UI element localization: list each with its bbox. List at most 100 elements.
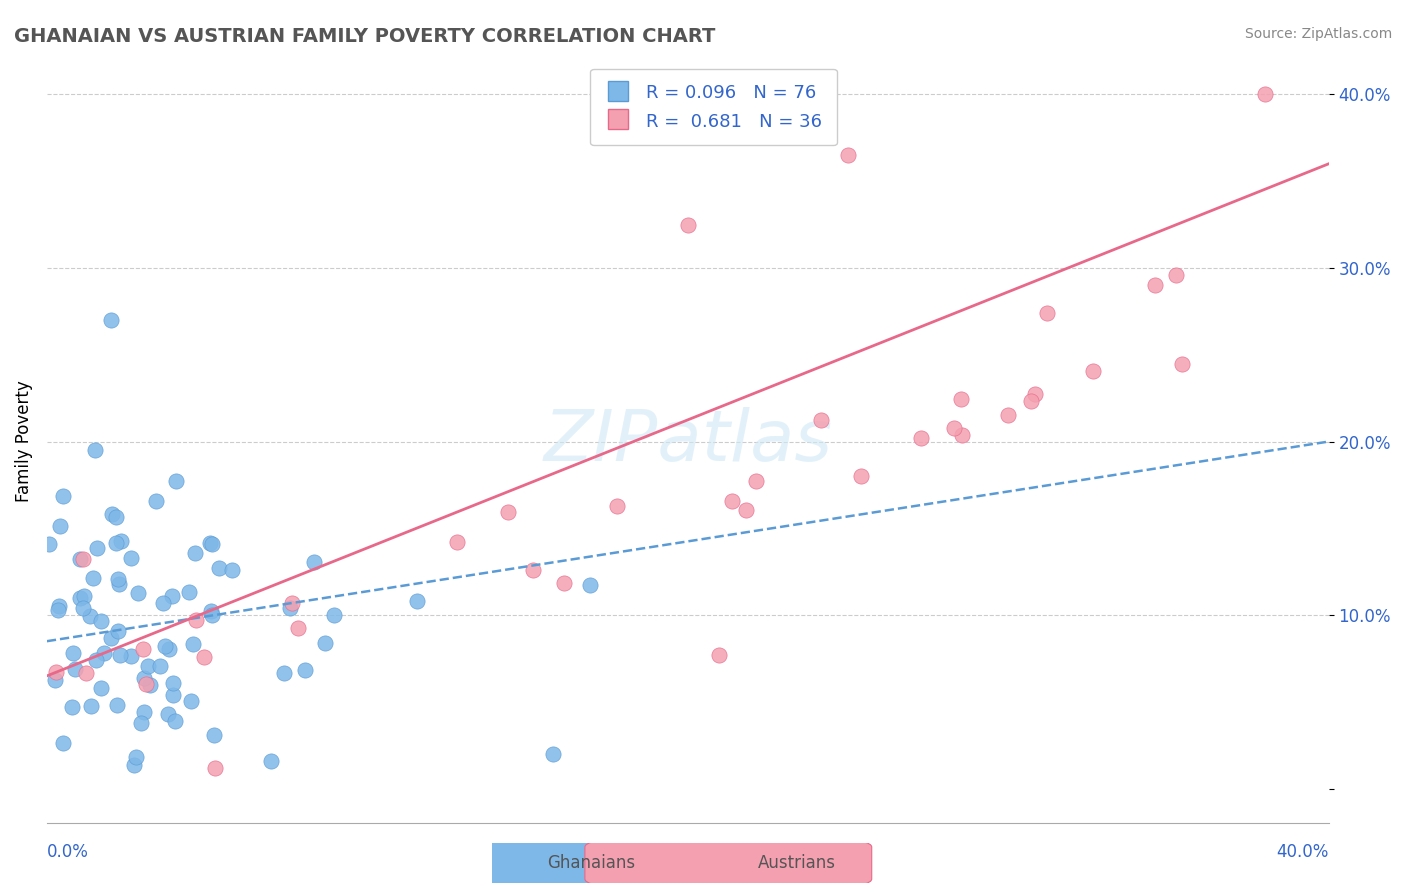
Point <box>100 631 122 645</box>
Point <box>145 494 167 508</box>
Point <box>120 649 142 664</box>
Point <box>162 590 184 604</box>
Point <box>201 537 224 551</box>
Point <box>707 648 730 662</box>
Text: 40.0%: 40.0% <box>1277 843 1329 861</box>
Point <box>90 615 112 629</box>
Point <box>1019 393 1042 408</box>
Point <box>132 671 155 685</box>
Point <box>165 474 187 488</box>
Point <box>553 576 575 591</box>
Point <box>200 604 222 618</box>
Point <box>129 715 152 730</box>
Point <box>1083 364 1105 378</box>
Point <box>201 607 224 622</box>
Point <box>942 420 965 434</box>
Point <box>287 621 309 635</box>
Point <box>294 663 316 677</box>
Point <box>72 552 94 566</box>
Point <box>193 650 215 665</box>
Point <box>162 676 184 690</box>
Point <box>1166 268 1188 282</box>
Point <box>950 392 973 406</box>
FancyBboxPatch shape <box>374 835 661 891</box>
Point <box>1171 357 1194 371</box>
Point <box>136 658 159 673</box>
Point <box>149 658 172 673</box>
Point <box>221 563 243 577</box>
Point <box>152 596 174 610</box>
Point <box>134 705 156 719</box>
Point <box>101 507 124 521</box>
Legend: R = 0.096   N = 76, R =  0.681   N = 36: R = 0.096 N = 76, R = 0.681 N = 36 <box>591 69 837 145</box>
Point <box>44 673 66 687</box>
Point <box>184 613 207 627</box>
Point <box>837 148 859 162</box>
Point <box>52 489 75 503</box>
Point <box>522 563 544 577</box>
Point <box>104 535 127 549</box>
Point <box>69 591 91 606</box>
Point <box>84 653 107 667</box>
Point <box>69 552 91 566</box>
Point <box>745 474 768 488</box>
Point <box>1253 87 1275 102</box>
Text: GHANAIAN VS AUSTRIAN FAMILY POVERTY CORRELATION CHART: GHANAIAN VS AUSTRIAN FAMILY POVERTY CORR… <box>14 27 716 45</box>
Point <box>52 736 75 750</box>
Text: Source: ZipAtlas.com: Source: ZipAtlas.com <box>1244 27 1392 41</box>
Point <box>108 648 131 662</box>
Point <box>156 707 179 722</box>
Point <box>132 641 155 656</box>
Point <box>62 646 84 660</box>
Point <box>202 728 225 742</box>
Point <box>405 594 427 608</box>
Point <box>79 609 101 624</box>
Point <box>63 662 86 676</box>
Point <box>49 519 72 533</box>
Point <box>606 499 628 513</box>
Point <box>302 555 325 569</box>
Point <box>735 503 758 517</box>
Point <box>810 413 832 427</box>
Point <box>122 758 145 772</box>
Point <box>446 535 468 549</box>
Point <box>204 761 226 775</box>
Point <box>314 635 336 649</box>
Point <box>183 637 205 651</box>
Text: ZIPatlas: ZIPatlas <box>543 407 832 476</box>
Point <box>107 572 129 586</box>
Point <box>849 468 872 483</box>
Point <box>86 541 108 555</box>
Point <box>107 624 129 638</box>
Point <box>322 608 344 623</box>
Point <box>1024 387 1046 401</box>
Point <box>162 688 184 702</box>
Point <box>138 678 160 692</box>
Point <box>177 585 200 599</box>
Point <box>579 578 602 592</box>
Point <box>273 665 295 680</box>
Point <box>105 510 128 524</box>
Point <box>60 699 83 714</box>
Point <box>1036 306 1059 320</box>
Point <box>910 431 932 445</box>
Text: Austrians: Austrians <box>758 854 835 872</box>
Point <box>281 596 304 610</box>
Point <box>1143 277 1166 292</box>
Point <box>543 747 565 761</box>
Point <box>83 442 105 457</box>
Point <box>676 218 699 232</box>
Point <box>720 494 742 508</box>
Point <box>45 665 67 679</box>
Point <box>155 639 177 653</box>
Point <box>125 750 148 764</box>
Point <box>73 589 96 603</box>
Point <box>108 577 131 591</box>
Point <box>107 698 129 712</box>
Text: 0.0%: 0.0% <box>46 843 89 861</box>
Point <box>121 550 143 565</box>
Point <box>100 313 122 327</box>
Point <box>80 698 103 713</box>
Point <box>184 546 207 560</box>
Point <box>38 537 60 551</box>
